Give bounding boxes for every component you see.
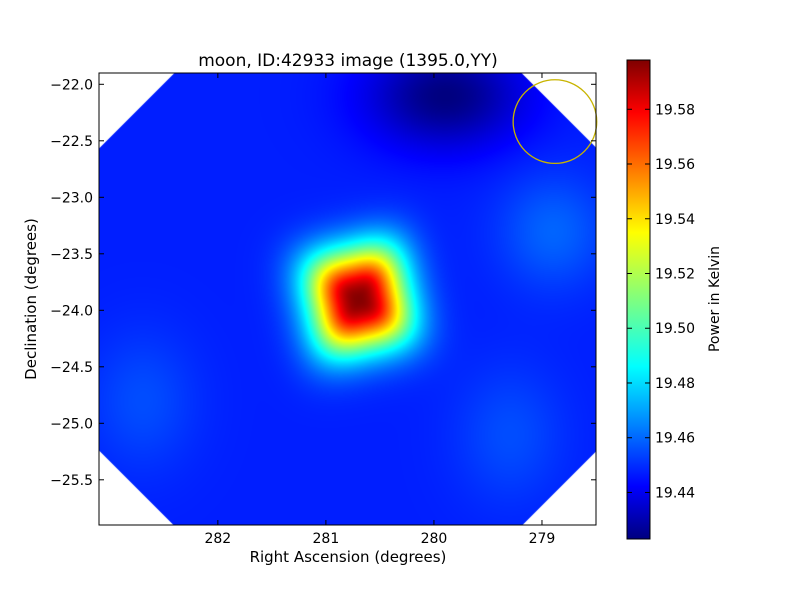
plot-area: 282 281 280 279 −22.0−22.5−23.0−23.5−24.0−2… [50, 72, 598, 547]
y-tick-label: −22.0 [50, 77, 93, 93]
colorbar-tick-label: 19.46 [655, 431, 695, 447]
colorbar: 19.44 19.46 19.48 19.50 19.52 19.54 19.56 19.58… [626, 59, 723, 540]
colorbar-label: Power in Kelvin [707, 246, 723, 352]
plot-frame [98, 72, 597, 526]
y-tick-label: −24.0 [50, 303, 93, 319]
colorbar-gradient [626, 59, 651, 540]
colorbar-ticks: 19.44 19.46 19.48 19.50 19.52 19.54 19.56 19.58 [627, 102, 695, 501]
marker-circle [512, 79, 598, 165]
x-tick-label: 280 [421, 531, 448, 547]
colorbar-tick-label: 19.50 [655, 321, 695, 337]
colorbar-tick-label: 19.52 [655, 266, 695, 282]
colorbar-tick-label: 19.44 [655, 485, 695, 501]
x-tick-label: 282 [204, 531, 231, 547]
x-axis-ticks: 282 281 280 279 [204, 73, 555, 547]
colorbar-tick-label: 19.58 [655, 102, 695, 118]
x-axis-label: Right Ascension (degrees) [250, 548, 447, 566]
y-tick-label: −25.5 [50, 473, 93, 489]
colorbar-tick-label: 19.54 [655, 212, 695, 228]
heatmap-image [99, 73, 596, 525]
x-tick-label: 279 [529, 531, 556, 547]
y-axis-label: Declination (degrees) [22, 218, 40, 380]
y-axis-ticks: −22.0 −22.5 −23.0 −23.5 −24.0 −24.5 −25.0 −25.5 [50, 77, 596, 489]
x-tick-label: 281 [313, 531, 340, 547]
y-tick-label: −23.5 [50, 247, 93, 263]
y-tick-label: −23.0 [50, 190, 93, 206]
y-tick-label: −25.0 [50, 416, 93, 432]
y-tick-label: −22.5 [50, 134, 93, 150]
colorbar-tick-label: 19.48 [655, 376, 695, 392]
y-tick-label: −24.5 [50, 360, 93, 376]
colorbar-tick-label: 19.56 [655, 157, 695, 173]
chart-title: moon, ID:42933 image (1395.0,YY) [198, 51, 498, 71]
